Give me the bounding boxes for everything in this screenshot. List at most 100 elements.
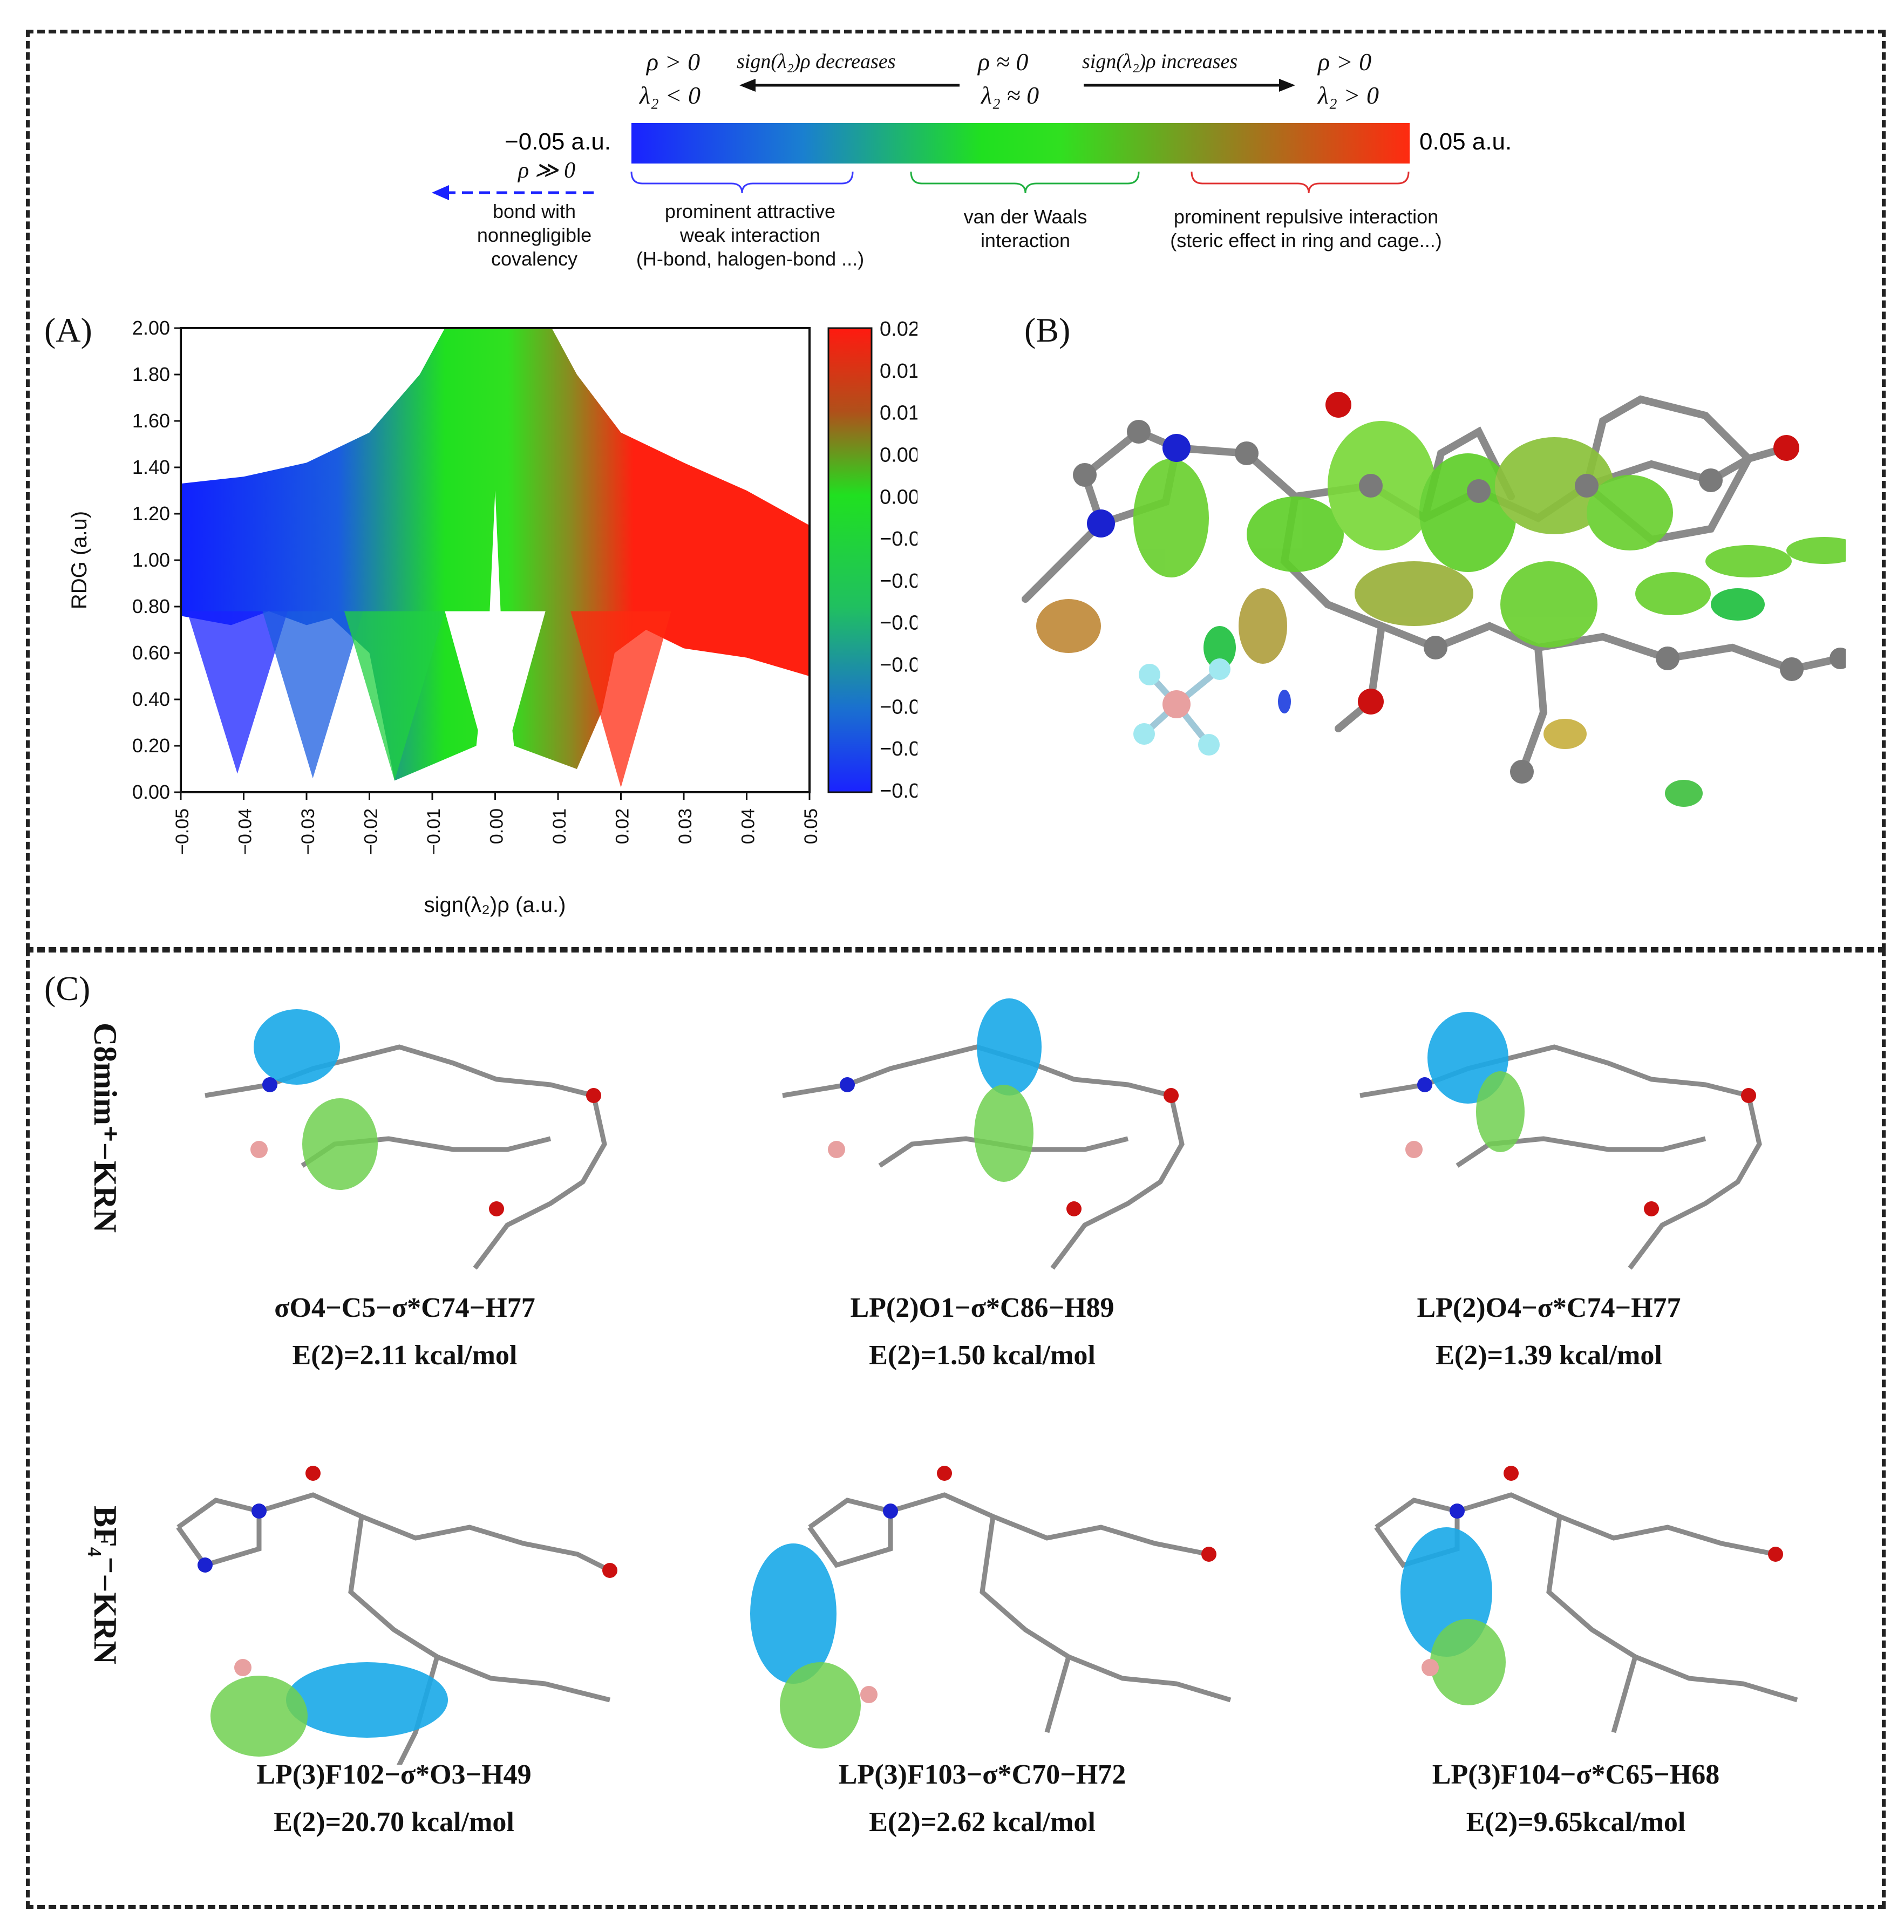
spike-1 <box>262 611 363 779</box>
spike-3 <box>445 611 546 792</box>
spike-4 <box>570 611 671 788</box>
bf4-anion <box>1133 658 1230 756</box>
attractive-brace <box>630 171 854 194</box>
interaction-r2-c1: LP(3)F102−σ*O3−H49 <box>256 1759 532 1790</box>
y-tick-label: 1.20 <box>132 502 170 525</box>
colorbar-ticks: 0.020 0.015 0.010 0.005 0.000 −0.005 −0.010 −0.… <box>880 318 917 802</box>
plot-body <box>181 328 810 792</box>
x-tick-label: 0.05 <box>801 808 821 844</box>
left-lambda: λ₂ < 0 <box>640 81 701 109</box>
x-tick-label: 0.04 <box>738 808 759 844</box>
y-tick-label: 0.60 <box>132 642 170 664</box>
x-tick-label: 0.03 <box>675 808 696 844</box>
colorbar-tick-label: 0.015 <box>880 360 917 383</box>
right-rho: ρ > 0 <box>1318 48 1372 76</box>
x-tick-label: 0.02 <box>613 808 633 844</box>
orbital-molecule-r1-c3 <box>1359 1012 1762 1270</box>
orbital-molecule-r2-c2 <box>750 1466 1232 1749</box>
rdg-scatter-chart: −0.05 −0.04 −0.03 −0.02 −0.01 0.00 0.01 0.02 0.0… <box>67 317 917 917</box>
caption-r1-c3: LP(2)O4−σ*C74−H77 E(2)=1.39 kcal/mol <box>1306 1284 1792 1379</box>
right-lambda: λ₂ > 0 <box>1318 81 1379 109</box>
panel-c-label: (C) <box>44 969 91 1008</box>
y-ticks: 0.00 0.20 0.40 0.60 0.80 1.00 1.20 1.40 1.60 1.80… <box>132 317 181 803</box>
energy-r2-c1: E(2)=20.70 kcal/mol <box>274 1807 514 1838</box>
nci-isosurface-molecule <box>1022 392 1846 807</box>
colorbar-tick-label: −0.005 <box>880 528 917 550</box>
energy-r2-c2: E(2)=2.62 kcal/mol <box>869 1807 1096 1838</box>
energy-r1-c3: E(2)=1.39 kcal/mol <box>1436 1340 1662 1371</box>
left-rho: ρ > 0 <box>647 48 701 76</box>
x-tick-label: −0.02 <box>361 808 382 855</box>
y-axis-label: RDG (a.u) <box>67 511 91 609</box>
interaction-r2-c3: LP(3)F104−σ*C65−H68 <box>1432 1759 1720 1790</box>
vdw-label: van der Waals interaction <box>963 206 1087 251</box>
caption-r2-c1: LP(3)F102−σ*O3−H49 E(2)=20.70 kcal/mol <box>151 1751 637 1846</box>
y-tick-label: 1.80 <box>132 363 170 385</box>
orbital-molecule-r2-c3 <box>1374 1466 1798 1733</box>
scale-max-label: 0.05 a.u. <box>1419 128 1512 155</box>
mid-rho: ρ ≈ 0 <box>978 48 1029 76</box>
increases-label: sign(λ₂)ρ increases <box>1082 50 1238 73</box>
caption-r2-c2: LP(3)F103−σ*C70−H72 E(2)=2.62 kcal/mol <box>739 1751 1225 1846</box>
x-ticks: −0.05 −0.04 −0.03 −0.02 −0.01 0.00 0.01 0.02 0.0… <box>172 792 821 855</box>
colorbar <box>827 327 873 793</box>
rdg-scatter-band <box>181 328 810 781</box>
x-tick-label: −0.01 <box>424 808 444 855</box>
scale-min-label: −0.05 a.u. <box>505 128 611 155</box>
repulsive-brace <box>1191 171 1410 194</box>
y-tick-label: 0.20 <box>132 734 170 757</box>
vdw-brace <box>910 171 1140 194</box>
y-tick-label: 0.80 <box>132 595 170 617</box>
caption-r2-c3: LP(3)F104−σ*C65−H68 E(2)=9.65kcal/mol <box>1333 1751 1819 1846</box>
x-axis-label: sign(λ₂)ρ (a.u.) <box>424 893 566 917</box>
y-tick-label: 0.00 <box>132 781 170 803</box>
spike-2 <box>344 611 445 781</box>
y-tick-label: 1.60 <box>132 410 170 432</box>
y-tick-label: 0.40 <box>132 688 170 710</box>
repulsive-label: prominent repulsive interaction (steric … <box>1170 206 1442 251</box>
orbital-molecule-r1-c2 <box>782 998 1185 1270</box>
x-tick-label: 0.01 <box>549 808 570 844</box>
caption-r1-c2: LP(2)O1−σ*C86−H89 E(2)=1.50 kcal/mol <box>739 1284 1225 1379</box>
caption-r1-c1: σO4−C5−σ*C74−H77 E(2)=2.11 kcal/mol <box>162 1284 648 1379</box>
colorbar-tick-label: −0.035 <box>880 780 917 802</box>
colorbar-tick-label: −0.015 <box>880 612 917 635</box>
color-scale-bar <box>631 123 1410 164</box>
interaction-r1-c1: σO4−C5−σ*C74−H77 <box>274 1292 535 1323</box>
colorbar-tick-label: 0.010 <box>880 402 917 425</box>
y-tick-label: 1.40 <box>132 456 170 478</box>
energy-r2-c3: E(2)=9.65kcal/mol <box>1466 1807 1686 1838</box>
x-tick-label: −0.03 <box>298 808 318 855</box>
colorbar-tick-label: 0.005 <box>880 444 917 466</box>
atoms <box>1073 392 1846 784</box>
colorbar-tick-label: 0.000 <box>880 486 917 508</box>
orbital-molecule-r2-c1 <box>176 1466 617 1765</box>
row1-label: C8mim⁺−KRN <box>87 1023 123 1233</box>
energy-r1-c2: E(2)=1.50 kcal/mol <box>869 1340 1096 1371</box>
decreases-label: sign(λ₂)ρ decreases <box>737 50 896 73</box>
panel-a-label: (A) <box>44 311 92 349</box>
orbital-molecule-r1-c1 <box>205 1009 607 1270</box>
nci-surfaces <box>1036 421 1846 807</box>
rho-much-label: ρ ≫ 0 <box>518 158 576 183</box>
colorbar-tick-label: −0.030 <box>880 738 917 760</box>
y-tick-label: 1.00 <box>132 549 170 571</box>
bottom-frame <box>26 949 1886 1909</box>
energy-r1-c1: E(2)=2.11 kcal/mol <box>292 1340 518 1371</box>
panel-b-label: (B) <box>1024 311 1071 349</box>
x-tick-label: −0.05 <box>172 808 193 855</box>
y-tick-label: 2.00 <box>132 317 170 339</box>
colorbar-tick-label: −0.025 <box>880 696 917 718</box>
attractive-label: prominent attractive weak interaction (H… <box>636 200 865 270</box>
row2-label: BF₄⁻−KRN <box>87 1506 123 1664</box>
colorbar-tick-label: 0.020 <box>880 318 917 341</box>
colorbar-tick-label: −0.020 <box>880 654 917 677</box>
covalency-label: bond with nonnegligible covalency <box>477 200 592 270</box>
x-tick-label: 0.00 <box>487 808 507 844</box>
colorbar-tick-label: −0.010 <box>880 570 917 593</box>
spike-0 <box>187 611 288 774</box>
interaction-r1-c3: LP(2)O4−σ*C74−H77 <box>1417 1292 1681 1323</box>
interaction-r1-c2: LP(2)O1−σ*C86−H89 <box>850 1292 1114 1323</box>
interaction-r2-c2: LP(3)F103−σ*C70−H72 <box>838 1759 1126 1790</box>
x-tick-label: −0.04 <box>235 808 256 855</box>
